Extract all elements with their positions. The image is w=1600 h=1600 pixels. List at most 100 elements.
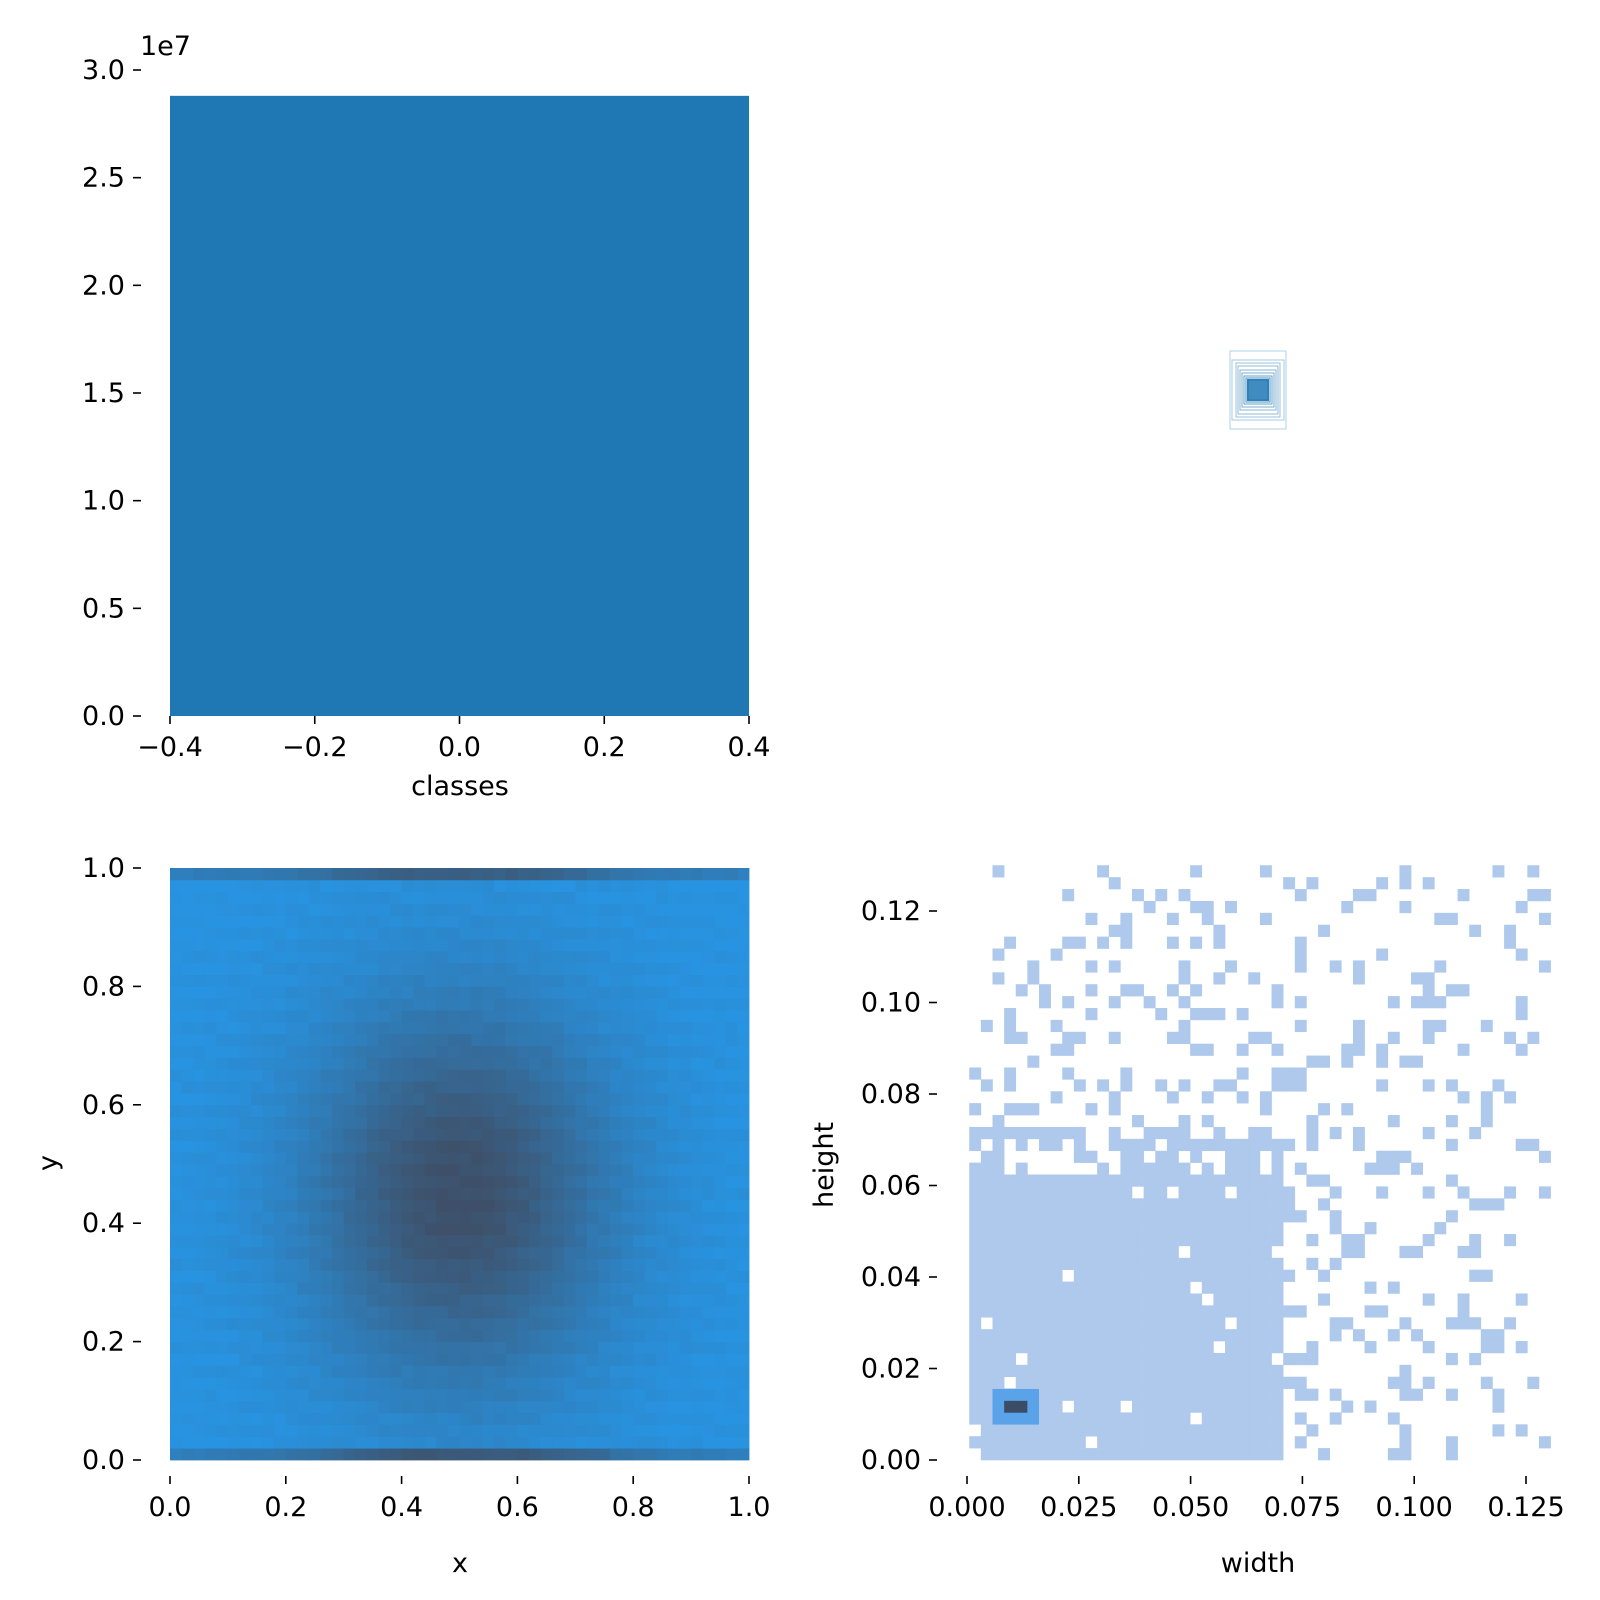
hist2d-cell	[1132, 1222, 1144, 1235]
hist2d-cell	[992, 1234, 1005, 1247]
heatmap-cell	[343, 868, 356, 881]
heatmap-cell	[667, 1341, 680, 1354]
heatmap-cell	[227, 903, 240, 916]
heatmap-cell	[447, 1341, 460, 1354]
heatmap-cell	[193, 1377, 206, 1390]
heatmap-cell	[413, 1377, 426, 1390]
heatmap-cell	[725, 1365, 738, 1378]
hist2d-cell	[1166, 1376, 1179, 1389]
hist2d-cell	[992, 1162, 1005, 1175]
heatmap-cell	[633, 986, 646, 999]
heatmap-cell	[424, 1033, 437, 1046]
heatmap-cell	[343, 1223, 356, 1236]
heatmap-cell	[598, 1448, 611, 1461]
hist2d-cell	[1132, 1388, 1144, 1401]
hist2d-cell	[1155, 1210, 1168, 1223]
heatmap-cell	[436, 1092, 449, 1106]
heatmap-cell	[679, 1294, 692, 1307]
heatmap-cell	[181, 868, 194, 881]
heatmap-cell	[482, 1365, 495, 1378]
hist2d-cell	[1283, 1067, 1296, 1080]
heatmap-cell	[308, 1128, 321, 1141]
heatmap-cell	[170, 1021, 182, 1035]
heatmap-cell	[424, 1187, 437, 1200]
hist2d-cell	[1039, 1281, 1051, 1294]
hist2d-cell	[1306, 1138, 1319, 1152]
heatmap-cell	[691, 1353, 704, 1366]
heatmap-cell	[308, 1211, 321, 1224]
hist2d-cell	[980, 1388, 993, 1401]
heatmap-cell	[447, 1140, 460, 1153]
heatmap-cell	[297, 998, 310, 1011]
heatmap-cell	[355, 903, 368, 916]
heatmap-cell	[193, 1448, 206, 1461]
hist2d-cell	[1073, 1138, 1086, 1152]
heatmap-cell	[679, 1140, 692, 1153]
hist2d-cell	[1271, 1257, 1284, 1270]
heatmap-cell	[378, 1388, 391, 1402]
hist2d-cell	[1201, 1352, 1214, 1366]
heatmap-cell	[378, 1092, 391, 1106]
heatmap-cell	[691, 879, 704, 893]
hist2d-cell	[1178, 1281, 1191, 1294]
heatmap-cell	[633, 1294, 646, 1307]
hist2d-cell	[1004, 1341, 1017, 1354]
heatmap-cell	[586, 1164, 599, 1177]
heatmap-cell	[621, 1152, 634, 1165]
classes-y-tick-label: 3.0	[82, 55, 125, 86]
heatmap-cell	[366, 1010, 379, 1023]
heatmap-cell	[378, 1152, 391, 1165]
heatmap-cell	[610, 1270, 623, 1283]
heatmap-cell	[679, 939, 692, 952]
hist2d-cell	[1190, 1364, 1203, 1378]
heatmap-cell	[494, 903, 507, 916]
heatmap-cell	[517, 1329, 530, 1342]
heatmap-cell	[540, 1033, 553, 1046]
heatmap-cell	[447, 998, 460, 1011]
heatmap-cell	[170, 927, 182, 940]
heatmap-cell	[320, 1128, 333, 1141]
hist2d-cell	[1166, 1174, 1179, 1187]
hist2d-cell	[1120, 1388, 1133, 1401]
heatmap-cell	[517, 915, 530, 928]
hist2d-cell	[1155, 1198, 1168, 1211]
heatmap-cell	[505, 1258, 518, 1271]
heatmap-cell	[297, 903, 310, 916]
heatmap-cell	[714, 1092, 727, 1106]
heatmap-cell	[621, 915, 634, 928]
heatmap-cell	[227, 915, 240, 928]
heatmap-cell	[332, 1258, 345, 1271]
heatmap-cell	[262, 1329, 275, 1342]
heatmap-cell	[285, 1092, 298, 1106]
heatmap-cell	[170, 1069, 182, 1082]
heatmap-cell	[621, 1199, 634, 1212]
heatmap-cell	[725, 891, 738, 904]
heatmap-cell	[633, 974, 646, 987]
heatmap-cell	[517, 939, 530, 952]
heatmap-cell	[170, 1329, 182, 1342]
hist2d-cell	[1073, 1150, 1086, 1163]
hist2d-cell	[1166, 1162, 1179, 1175]
heatmap-cell	[471, 950, 484, 964]
heatmap-cell	[517, 1341, 530, 1354]
hist2d-cell	[992, 1364, 1005, 1378]
hist2d-cell	[1073, 1364, 1086, 1378]
x-tick-label: 1.0	[728, 1492, 771, 1523]
heatmap-cell	[667, 1223, 680, 1236]
heatmap-cell	[644, 1448, 657, 1461]
hist2d-cell	[1259, 1424, 1272, 1437]
heatmap-cell	[667, 1258, 680, 1271]
heatmap-cell	[552, 998, 565, 1011]
hist2d-cell	[1015, 1186, 1028, 1199]
heatmap-cell	[378, 1317, 391, 1331]
heatmap-cell	[181, 903, 194, 916]
hist2d-cell	[1376, 877, 1389, 890]
hist2d-cell	[1213, 1400, 1226, 1413]
heatmap-cell	[447, 1152, 460, 1165]
hist2d-cell	[980, 1234, 993, 1247]
heatmap-cell	[332, 1057, 345, 1070]
heatmap-cell	[204, 1353, 217, 1366]
hist2d-cell	[1201, 1412, 1214, 1425]
heatmap-cell	[239, 1282, 252, 1295]
hist2d-cell	[1097, 936, 1110, 949]
